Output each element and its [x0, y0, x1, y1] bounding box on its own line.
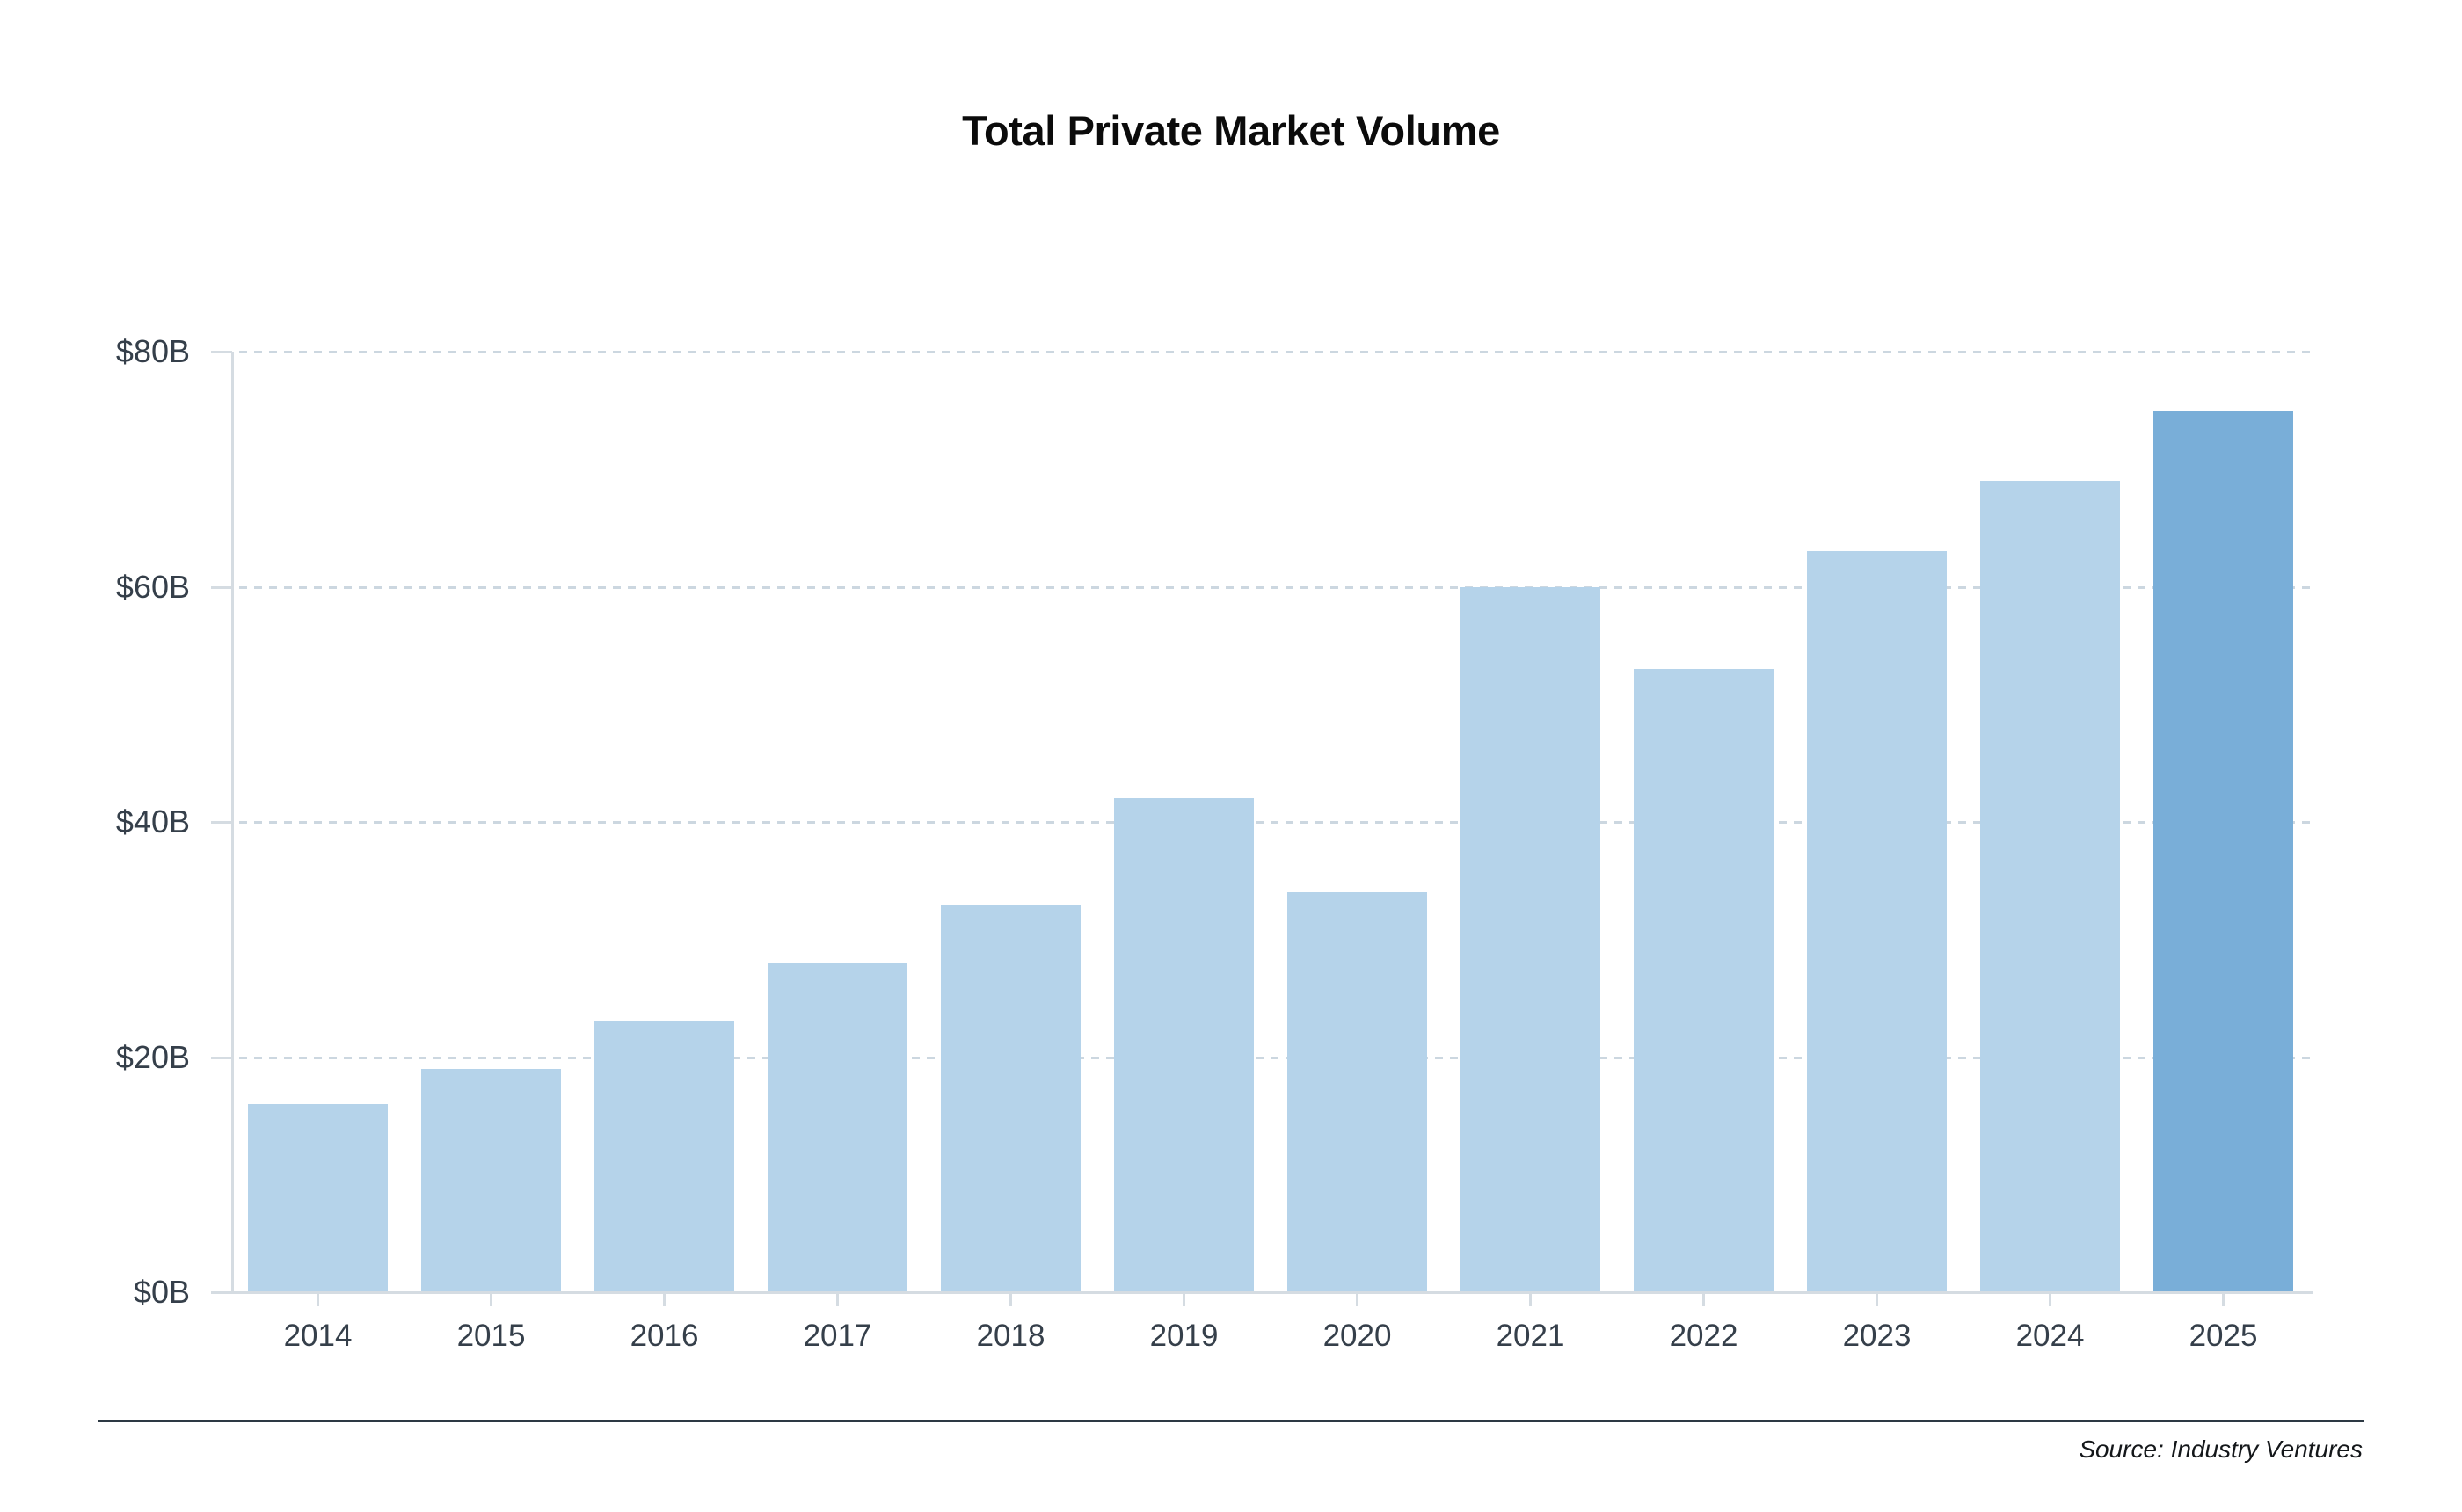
gridline-$80B: [239, 351, 2310, 353]
x-axis-label-2023: 2023: [1842, 1319, 1912, 1353]
bar-2014: [248, 1104, 388, 1292]
bar-2025: [2153, 410, 2293, 1292]
bar-2023: [1807, 551, 1947, 1292]
y-axis-label-$80B: $80B: [115, 333, 190, 369]
x-axis-label-2025: 2025: [2189, 1319, 2258, 1353]
bar-2020: [1287, 892, 1427, 1292]
bar-2022: [1634, 669, 1774, 1292]
x-axis-tick-2025: [2222, 1294, 2225, 1306]
x-axis-tick-2017: [836, 1294, 839, 1306]
x-axis-tick-2020: [1356, 1294, 1358, 1306]
x-axis-label-2020: 2020: [1322, 1319, 1392, 1353]
bar-2024: [1980, 481, 2120, 1292]
bar-2019: [1114, 798, 1254, 1292]
footer-divider: [98, 1420, 2364, 1422]
x-axis-line: [211, 1291, 2313, 1294]
x-axis-label-2021: 2021: [1496, 1319, 1565, 1353]
x-axis-label-2024: 2024: [2015, 1319, 2085, 1353]
x-axis-tick-2022: [1702, 1294, 1705, 1306]
y-axis-tick-$0B: [211, 1291, 232, 1294]
y-axis-tick-$80B: [211, 351, 232, 353]
x-axis-label-2016: 2016: [630, 1319, 699, 1353]
bar-2021: [1460, 586, 1600, 1292]
x-axis-label-2014: 2014: [283, 1319, 353, 1353]
y-axis-tick-$40B: [211, 821, 232, 824]
x-axis-tick-2023: [1876, 1294, 1878, 1306]
source-caption: Source: Industry Ventures: [2079, 1436, 2363, 1463]
x-axis-label-2019: 2019: [1149, 1319, 1219, 1353]
bar-2015: [421, 1068, 561, 1292]
chart-title: Total Private Market Volume: [962, 107, 1500, 154]
gridline-$60B: [239, 585, 2310, 589]
y-axis-label-$40B: $40B: [115, 803, 190, 840]
gridline-$20B: [239, 1056, 2310, 1059]
x-axis-label-2022: 2022: [1669, 1319, 1738, 1353]
y-axis-tick-$60B: [211, 585, 232, 589]
gridline-$40B: [239, 821, 2310, 824]
bar-2017: [768, 963, 907, 1292]
y-axis-tick-$20B: [211, 1056, 232, 1059]
y-axis-line: [231, 352, 234, 1294]
bar-2016: [594, 1021, 734, 1292]
bar-2018: [941, 904, 1081, 1292]
plot-area: [231, 351, 2310, 1292]
x-axis-tick-2019: [1183, 1294, 1185, 1306]
y-axis-label-$0B: $0B: [133, 1274, 190, 1310]
x-axis-label-2018: 2018: [976, 1319, 1045, 1353]
x-axis-label-2015: 2015: [456, 1319, 526, 1353]
x-axis-tick-2021: [1529, 1294, 1532, 1306]
y-axis-label-$20B: $20B: [115, 1038, 190, 1075]
x-axis-tick-2014: [317, 1294, 319, 1306]
x-axis-tick-2018: [1009, 1294, 1012, 1306]
x-axis-tick-2024: [2049, 1294, 2051, 1306]
y-axis-label-$60B: $60B: [115, 568, 190, 605]
x-axis-tick-2015: [490, 1294, 492, 1306]
x-axis-tick-2016: [663, 1294, 666, 1306]
x-axis-label-2017: 2017: [803, 1319, 872, 1353]
